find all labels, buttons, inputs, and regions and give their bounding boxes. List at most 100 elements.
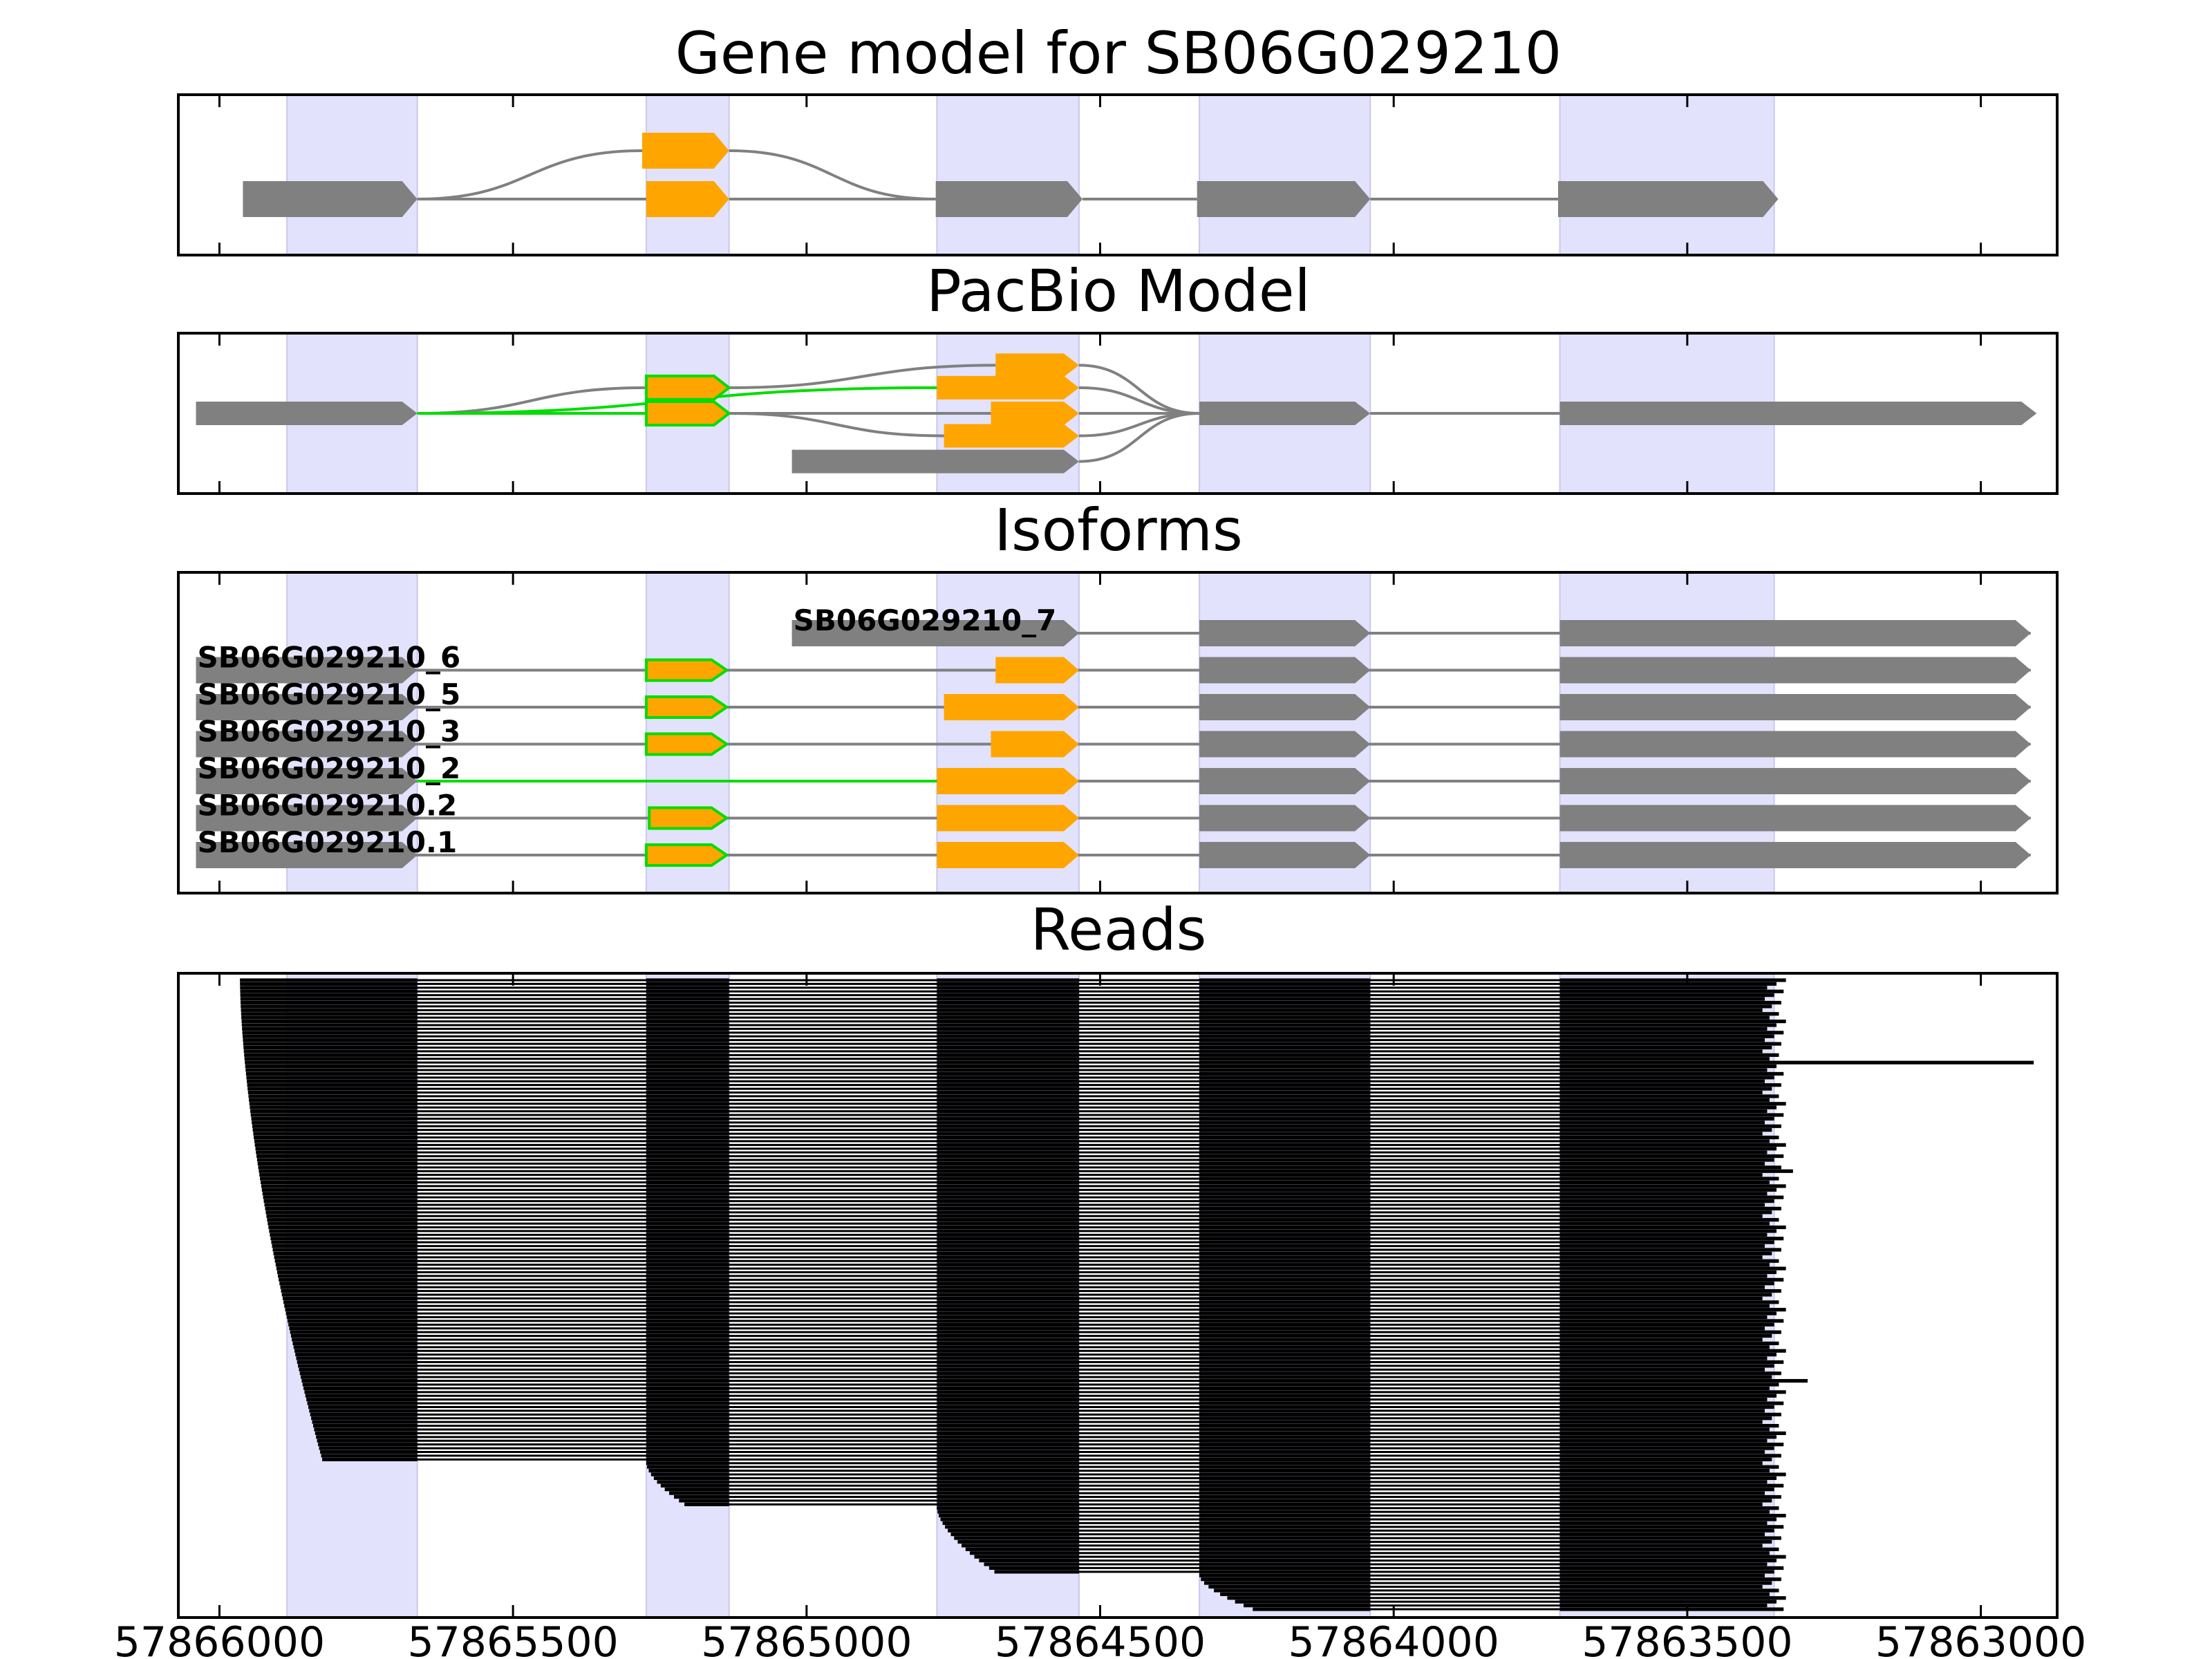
read-exon xyxy=(937,1401,1079,1405)
read-exon xyxy=(646,1094,729,1098)
read-exon xyxy=(281,1288,418,1293)
read-exon xyxy=(937,1199,1079,1203)
read-exon xyxy=(1199,1390,1371,1394)
read-exon xyxy=(1559,1438,1768,1443)
read-exon xyxy=(1559,1045,1772,1050)
read-exon xyxy=(646,1218,729,1222)
read-exon xyxy=(1559,1510,1770,1514)
read-exon xyxy=(937,1382,1079,1387)
read-exon xyxy=(937,1192,1079,1196)
read-exon xyxy=(1199,1206,1371,1211)
read-exon xyxy=(1199,1311,1371,1315)
read-exon xyxy=(1559,1296,1763,1301)
read-exon xyxy=(1199,1544,1371,1548)
read-exon xyxy=(1559,1248,1781,1252)
read-exon xyxy=(1199,1004,1371,1009)
read-exon xyxy=(1199,1158,1371,1162)
panel-title-gene-model: Gene model for SB06G029210 xyxy=(675,19,1562,87)
read-exon xyxy=(1220,1592,1371,1596)
read-exon xyxy=(937,1121,1079,1125)
read-exon xyxy=(646,1083,729,1087)
read-exon xyxy=(315,1431,418,1436)
read-exon xyxy=(274,1255,418,1259)
read-exon xyxy=(1199,1327,1371,1331)
read-exon xyxy=(1559,993,1774,997)
read-exon xyxy=(1559,1483,1784,1488)
exon xyxy=(648,806,729,830)
read-exon xyxy=(948,1528,1079,1533)
read-exon xyxy=(290,1330,418,1334)
read-exon xyxy=(1199,1423,1371,1428)
read-exon xyxy=(646,1244,729,1248)
read-exon xyxy=(245,1071,418,1076)
read-exon xyxy=(1199,1240,1371,1244)
read-exon xyxy=(937,993,1079,997)
highlight-band xyxy=(1559,94,1775,256)
read-exon xyxy=(646,1027,729,1031)
read-exon xyxy=(279,1277,418,1282)
read-exon xyxy=(937,1499,1079,1503)
read-exon xyxy=(276,1266,418,1271)
read-exon xyxy=(270,1237,418,1241)
read-exon xyxy=(937,1053,1079,1057)
read-exon xyxy=(1559,1165,1781,1170)
read-exon xyxy=(1559,1053,1779,1057)
read-exon xyxy=(242,1031,418,1035)
read-exon xyxy=(646,1401,729,1405)
read-exon xyxy=(646,1288,729,1293)
read-exon xyxy=(646,1057,729,1061)
read-exon xyxy=(1559,1244,1765,1248)
read-exon xyxy=(1559,1592,1770,1596)
read-exon xyxy=(1559,1199,1774,1203)
read-exon xyxy=(253,1132,418,1136)
read-exon xyxy=(1559,1315,1768,1320)
read-exon xyxy=(1559,1345,1770,1349)
read-exon xyxy=(937,1177,1079,1181)
read-exon xyxy=(240,978,418,982)
read-exon xyxy=(937,1109,1079,1114)
read-exon xyxy=(937,1483,1079,1488)
read-exon xyxy=(1199,1345,1371,1349)
read-exon xyxy=(1199,1528,1371,1533)
read-exon xyxy=(1199,1139,1371,1143)
read-exon xyxy=(1559,1266,1786,1271)
read-exon xyxy=(1559,1525,1784,1529)
read-exon xyxy=(1559,1476,1777,1481)
read-exon xyxy=(646,1375,729,1379)
read-exon xyxy=(1199,1536,1371,1540)
exon xyxy=(646,181,729,217)
read-exon xyxy=(965,1547,1079,1551)
read-exon xyxy=(1199,1251,1371,1256)
read-exon xyxy=(1559,1285,1765,1289)
read-exon xyxy=(282,1296,418,1301)
read-exon xyxy=(937,1468,1079,1473)
read-exon xyxy=(646,1296,729,1301)
read-exon xyxy=(646,1285,729,1289)
read-exon xyxy=(1199,1132,1371,1136)
read-exon xyxy=(1199,1465,1371,1469)
read-exon xyxy=(1559,1154,1784,1159)
read-exon xyxy=(937,1188,1079,1192)
read-exon xyxy=(1559,1443,1784,1447)
read-exon xyxy=(1559,1353,1777,1357)
read-exon xyxy=(1244,1603,1371,1608)
read-exon xyxy=(1559,1098,1770,1102)
read-exon xyxy=(241,1000,418,1005)
read-exon xyxy=(1559,1012,1779,1016)
read-exon xyxy=(1559,1367,1765,1371)
read-exon xyxy=(1559,1555,1786,1559)
read-exon xyxy=(292,1341,418,1346)
read-exon xyxy=(1559,1300,1779,1304)
read-exon xyxy=(1559,1528,1774,1533)
exon xyxy=(944,694,1079,720)
exon xyxy=(1199,620,1371,646)
exon xyxy=(1559,805,2031,832)
read-exon xyxy=(937,1327,1079,1331)
read-exon xyxy=(1559,1218,1779,1222)
read-exon xyxy=(646,1068,729,1072)
read-exon xyxy=(937,1311,1079,1315)
read-exon xyxy=(646,1105,729,1109)
read-exon xyxy=(254,1135,418,1140)
read-exon xyxy=(284,1304,418,1308)
read-exon xyxy=(646,1263,729,1267)
